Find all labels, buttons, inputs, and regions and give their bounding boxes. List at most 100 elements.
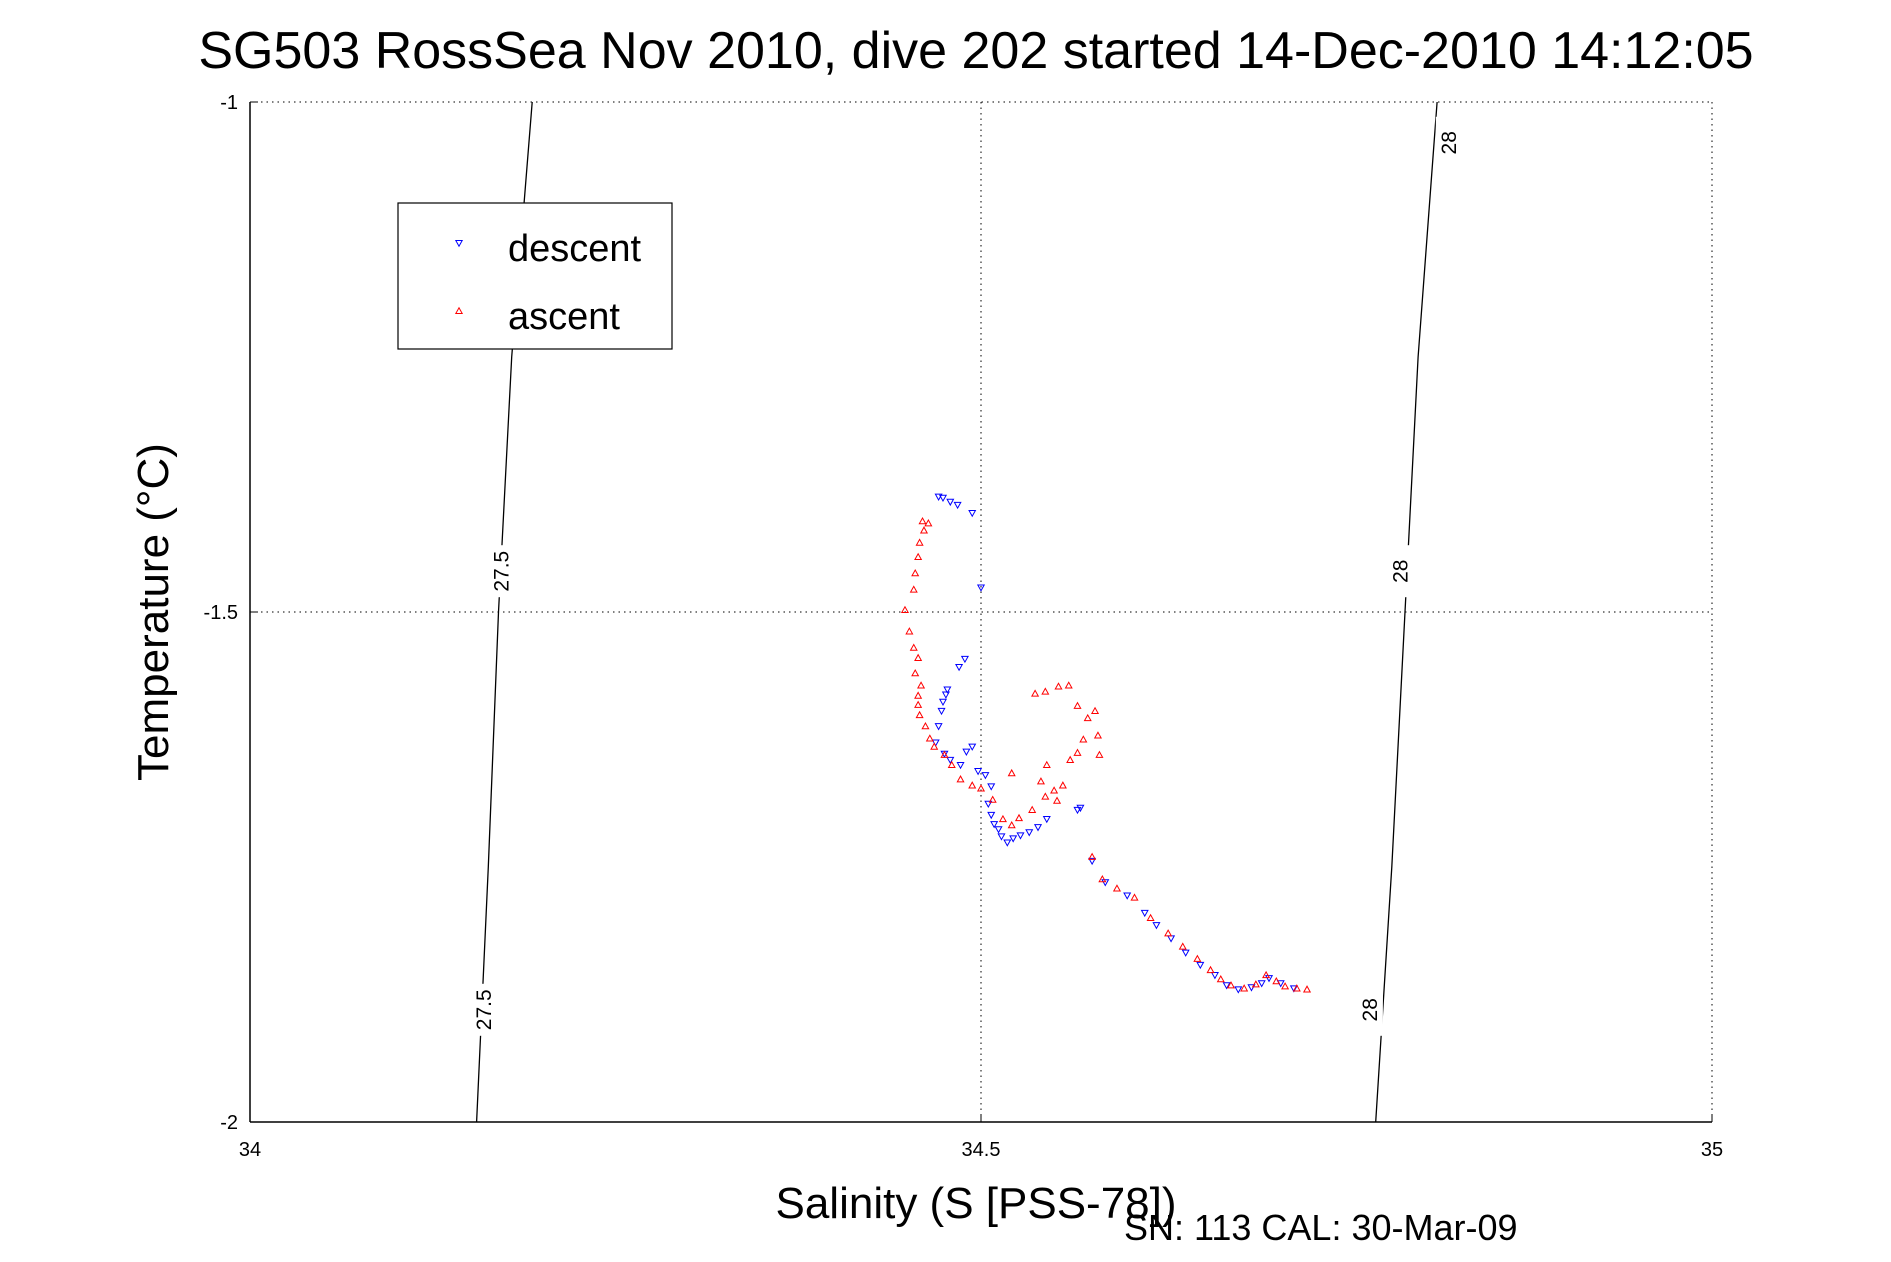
descent-point bbox=[941, 691, 950, 699]
ascent-point bbox=[1007, 768, 1016, 777]
ascent-point bbox=[940, 750, 949, 758]
descent-point bbox=[962, 748, 971, 756]
ascent-point bbox=[1216, 974, 1225, 983]
ascent-point bbox=[1090, 706, 1100, 714]
plot-area: 34 34.5 35 -2 -1.5 -1 27.5 27.5 28 28 28 descent asc… bbox=[204, 92, 1724, 1161]
isopycnal-label-bg bbox=[470, 983, 497, 1036]
descent-point bbox=[960, 655, 969, 664]
ascent-point bbox=[921, 722, 930, 730]
descent-point bbox=[1009, 835, 1018, 843]
y-tick-label: -1.5 bbox=[204, 602, 238, 624]
ascent-point bbox=[956, 775, 965, 783]
ascent-point bbox=[1262, 970, 1271, 979]
y-tick-label: -1 bbox=[220, 92, 238, 114]
ascent-point bbox=[1302, 985, 1312, 993]
descent-point bbox=[990, 821, 999, 829]
ascent-point bbox=[1146, 913, 1155, 922]
descent-point bbox=[1140, 909, 1149, 918]
descent-point bbox=[1033, 824, 1043, 832]
descent-point bbox=[937, 707, 946, 716]
descent-point bbox=[997, 833, 1006, 841]
ascent-point bbox=[1031, 689, 1040, 697]
ascent-point bbox=[1028, 805, 1037, 813]
ascent-point bbox=[909, 585, 918, 593]
ascent-point bbox=[1066, 755, 1075, 763]
x-tick-label: 35 bbox=[1701, 1139, 1723, 1161]
ascent-point bbox=[1064, 681, 1073, 689]
ascent-point bbox=[918, 516, 927, 525]
ascent-point bbox=[915, 538, 924, 546]
descent-point bbox=[1210, 972, 1219, 980]
ascent-point bbox=[1036, 777, 1045, 785]
ascent-point bbox=[1079, 735, 1088, 743]
ascent-point bbox=[905, 627, 914, 635]
descent-point bbox=[946, 498, 955, 507]
ascent-point bbox=[1041, 687, 1050, 695]
descent-point bbox=[1196, 961, 1205, 970]
chart-title: SG503 RossSea Nov 2010, dive 202 started… bbox=[198, 22, 1753, 80]
ascent-point bbox=[988, 795, 997, 803]
descent-point bbox=[946, 756, 955, 765]
descent-point bbox=[987, 811, 996, 820]
ascent-point bbox=[914, 691, 923, 699]
ascent-point bbox=[1014, 813, 1024, 822]
descent-point bbox=[1247, 984, 1256, 992]
descent-point bbox=[987, 783, 996, 791]
isopycnal-label-bg bbox=[1435, 116, 1462, 169]
legend-label-ascent: ascent bbox=[508, 296, 620, 338]
ascent-point bbox=[947, 760, 956, 769]
descent-point bbox=[1025, 829, 1034, 837]
ascent-point bbox=[1272, 977, 1281, 985]
ascent-point bbox=[1098, 875, 1107, 883]
descent-point bbox=[1123, 892, 1132, 900]
ascent-point bbox=[1193, 954, 1202, 962]
isopycnal-label: 27.5 bbox=[473, 989, 496, 1030]
y-axis-label: Temperature (°C) bbox=[129, 443, 178, 781]
descent-point bbox=[1257, 980, 1266, 988]
ascent-point bbox=[1041, 792, 1050, 800]
descent-point bbox=[968, 743, 977, 751]
isopycnal-label-bg bbox=[1387, 545, 1414, 598]
legend-label-descent: descent bbox=[508, 228, 642, 270]
descent-point bbox=[934, 723, 943, 731]
isopycnal-line-28 bbox=[1375, 101, 1438, 1123]
ascent-point bbox=[1130, 893, 1139, 901]
y-tick-label: -2 bbox=[220, 1112, 238, 1134]
ascent-point bbox=[1058, 781, 1067, 789]
ascent-point bbox=[1292, 984, 1301, 992]
ascent-point bbox=[1251, 980, 1260, 988]
ascent-point bbox=[968, 781, 977, 789]
x-axis-label: Salinity (S [PSS-78]) bbox=[775, 1179, 1176, 1228]
descent-point bbox=[984, 800, 993, 808]
isopycnal-label: 27.5 bbox=[491, 551, 514, 592]
isopycnal-label: 28 bbox=[1438, 131, 1461, 154]
footer-text: SN: 113 CAL: 30-Mar-09 bbox=[1124, 1207, 1518, 1248]
descent-point bbox=[1264, 975, 1274, 983]
descent-point bbox=[1076, 804, 1085, 813]
descent-point bbox=[943, 686, 952, 694]
descent-point bbox=[1003, 839, 1012, 847]
legend-box bbox=[397, 202, 673, 350]
descent-point bbox=[934, 493, 943, 501]
ascent-point bbox=[1052, 796, 1062, 804]
ascent-point bbox=[1281, 982, 1290, 990]
ascent-point bbox=[914, 552, 923, 560]
x-tick-label: 34 bbox=[239, 1139, 261, 1161]
ascent-point bbox=[917, 681, 926, 689]
ascent-point bbox=[925, 734, 934, 742]
ascent-point bbox=[1095, 750, 1104, 758]
descent-point bbox=[1234, 986, 1243, 994]
ascent-point bbox=[930, 742, 939, 750]
descent-point bbox=[981, 772, 990, 780]
x-tick-label: 34.5 bbox=[962, 1139, 1001, 1161]
ascent-point bbox=[1050, 786, 1059, 794]
ascent-point bbox=[1007, 820, 1016, 829]
ascent-point bbox=[976, 784, 986, 792]
ascent-point bbox=[915, 710, 924, 719]
descent-point bbox=[994, 826, 1003, 834]
descent-point bbox=[938, 698, 948, 706]
legend-marker-ascent bbox=[454, 306, 464, 315]
isopycnal-label: 28 bbox=[1359, 998, 1382, 1021]
